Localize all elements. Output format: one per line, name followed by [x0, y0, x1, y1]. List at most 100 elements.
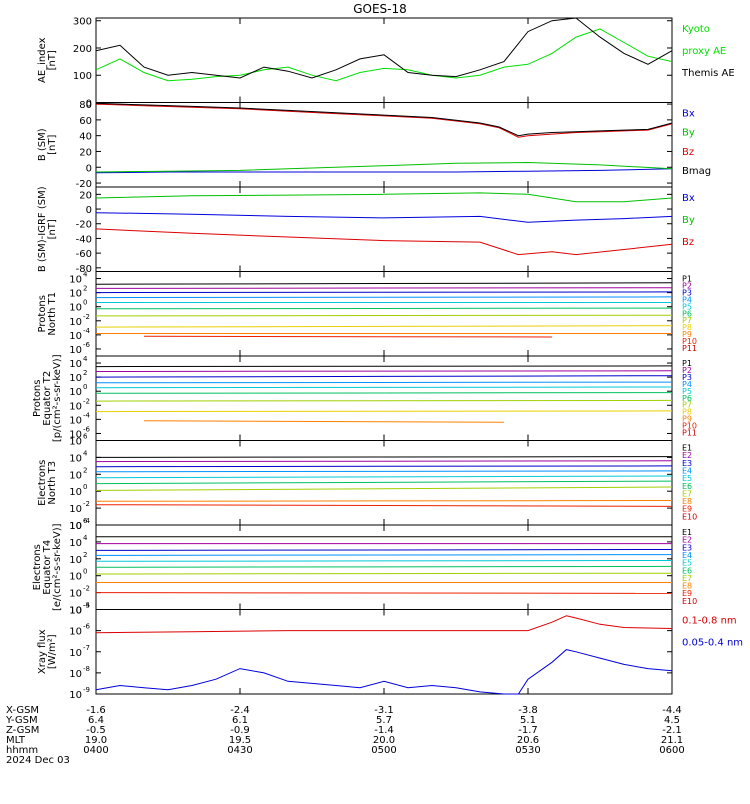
series-line-P4: [95, 381, 673, 384]
y-label-group: Protons Equator T2 [p/(cm²-s-sr-keV)]: [32, 354, 63, 442]
footer-row-label: Z-GSM: [6, 725, 39, 736]
y-tick-label: -20: [76, 220, 92, 231]
y-tick-label: 10: [69, 437, 82, 448]
series-line-P6: [95, 392, 673, 394]
y-tick-label: 300: [73, 17, 92, 28]
series-line-E7: [95, 572, 673, 575]
legend-entry: Bz: [682, 147, 694, 158]
series-line-P1: [95, 365, 673, 368]
series-line-0.05-0.4 nm: [95, 649, 673, 695]
y-tick-label: 0: [86, 205, 92, 216]
footer-value: -2.4: [230, 705, 250, 716]
footer-value: 5.1: [520, 715, 536, 726]
y-tick-label: 10: [69, 453, 82, 464]
y-axis-label: [nT]: [47, 50, 58, 70]
series-line-P9: [143, 420, 505, 423]
footer-value: 0430: [227, 745, 252, 756]
y-tick-label: 10: [69, 470, 82, 481]
series-line-E3: [95, 549, 673, 551]
y-tick-label: 10: [69, 359, 82, 370]
series-line-E6: [95, 480, 673, 485]
legend-entry: P2: [682, 281, 692, 290]
y-tick-exponent: -2: [83, 313, 90, 321]
y-tick-label: 10: [69, 289, 82, 300]
footer-value: -4.4: [662, 705, 682, 716]
legend-entry: Bmag: [682, 166, 711, 177]
legend-entry: E10: [682, 597, 697, 606]
y-tick-label: 10: [69, 589, 82, 600]
y-tick-exponent: -9: [83, 686, 90, 694]
legend-entry: P3: [682, 288, 692, 297]
legend-entry: P5: [682, 387, 692, 396]
y-tick-exponent: 0: [83, 383, 87, 391]
y-axis-label: [nT]: [47, 135, 58, 155]
legend-entry: E1: [682, 528, 692, 537]
legend-entry: P9: [682, 415, 692, 424]
y-tick-exponent: -2: [83, 585, 90, 593]
footer-row-label: Y-GSM: [5, 715, 38, 726]
y-tick-label: 10: [69, 401, 82, 412]
series-line-E5: [95, 560, 673, 562]
series-line-Bx: [95, 168, 673, 174]
y-axis-label: Equator T4: [42, 540, 53, 595]
legend-entry: Themis AE: [681, 68, 735, 79]
footer-value: -0.9: [230, 725, 250, 736]
legend-entry: E8: [682, 582, 692, 591]
footer-value: 0500: [371, 745, 396, 756]
y-tick-exponent: 4: [83, 534, 88, 542]
legend-entry: P1: [682, 359, 692, 368]
legend-entry: 0.1-0.8 nm: [682, 616, 737, 627]
footer-value: 4.5: [664, 715, 680, 726]
y-tick-exponent: -4: [83, 411, 91, 419]
y-tick-label: -80: [76, 264, 92, 275]
series-line-E8: [95, 500, 673, 502]
series-line-E1: [95, 456, 673, 458]
legend-entry: Bz: [682, 237, 694, 248]
y-tick-label: 10: [69, 504, 82, 515]
y-tick-label: 10: [69, 331, 82, 342]
y-tick-exponent: -8: [83, 665, 90, 673]
legend-entry: E4: [682, 466, 692, 475]
footer-value: 0400: [83, 745, 108, 756]
series-line-P6: [95, 307, 673, 310]
y-tick-label: 10: [69, 572, 82, 583]
legend-entry: E1: [682, 444, 692, 453]
legend-entry: P10: [682, 337, 697, 346]
footer-value: -2.1: [662, 725, 682, 736]
series-line-E5: [95, 475, 673, 479]
legend-entry: Kyoto: [682, 24, 710, 35]
panel-frame: [95, 186, 673, 272]
y-tick-label: 10: [69, 345, 82, 356]
legend-entry: By: [682, 215, 695, 226]
legend-entry: E9: [682, 505, 692, 514]
legend-entry: E6: [682, 482, 692, 491]
y-axis-label: B (SM): [37, 128, 48, 161]
series-line-P3: [95, 291, 673, 294]
footer-value: 19.5: [229, 735, 251, 746]
y-tick-exponent: -2: [83, 397, 90, 405]
series-line-E3: [95, 465, 673, 468]
y-tick-label: 20: [79, 147, 92, 158]
legend-entry: P4: [682, 295, 692, 304]
legend-entry: E6: [682, 566, 692, 575]
y-tick-exponent: -7: [83, 644, 90, 652]
y-tick-label: 10: [69, 415, 82, 426]
series-line-P8: [95, 325, 673, 328]
series-line-P3: [95, 375, 673, 378]
series-line-P2: [95, 287, 673, 289]
legend-entry: E10: [682, 512, 697, 521]
y-tick-label: 10: [69, 387, 82, 398]
series-line-P7: [95, 399, 673, 402]
y-axis-label: Protons: [37, 295, 48, 332]
y-tick-label: 10: [69, 606, 82, 617]
footer-row-label: hhmm: [6, 745, 38, 756]
legend-entry: P3: [682, 373, 692, 382]
series-line-By: [95, 192, 673, 203]
legend-entry: P1: [682, 275, 692, 284]
footer-value: 6.1: [232, 715, 248, 726]
series-line-E9: [95, 504, 673, 507]
